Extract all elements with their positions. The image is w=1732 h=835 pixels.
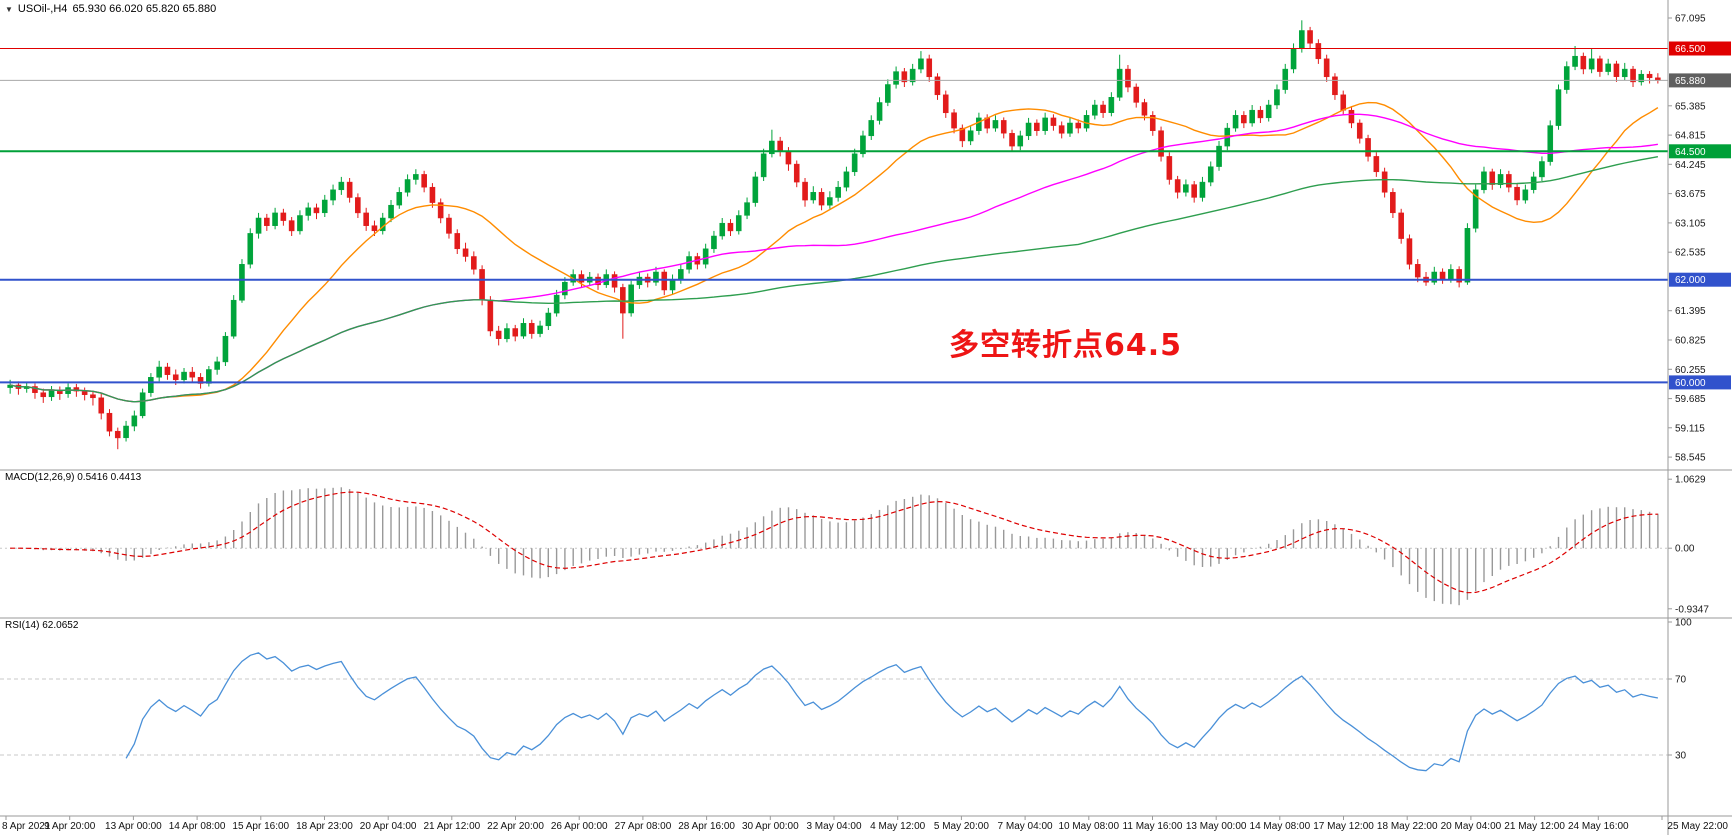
svg-text:11 May 16:00: 11 May 16:00 — [1123, 821, 1183, 832]
svg-text:61.395: 61.395 — [1675, 306, 1706, 317]
svg-text:14 Apr 08:00: 14 Apr 08:00 — [169, 821, 226, 832]
candles-layer — [7, 20, 1661, 450]
svg-text:65.880: 65.880 — [1675, 76, 1706, 87]
svg-text:59.115: 59.115 — [1675, 423, 1705, 434]
svg-text:60.825: 60.825 — [1675, 336, 1706, 347]
price-badge-64.500 — [1669, 144, 1731, 159]
macd-panel[interactable] — [0, 487, 1668, 606]
svg-text:10 May 08:00: 10 May 08:00 — [1058, 821, 1119, 832]
svg-text:64.815: 64.815 — [1675, 131, 1706, 142]
main-price-panel[interactable] — [0, 20, 1668, 450]
chart-ohlc-values: 65.930 66.020 65.820 65.880 — [72, 3, 217, 15]
svg-text:18 May 22:00: 18 May 22:00 — [1377, 821, 1438, 832]
price-axis[interactable]: 67.095 65.385 64.815 64.245 63.675 63.105 62.5… — [1668, 14, 1731, 762]
svg-text:18 Apr 23:00: 18 Apr 23:00 — [296, 821, 353, 832]
svg-text:30: 30 — [1675, 751, 1687, 762]
ma-lines-layer — [9, 101, 1659, 403]
svg-text:60.000: 60.000 — [1675, 378, 1706, 389]
svg-text:63.675: 63.675 — [1675, 189, 1706, 200]
svg-text:100: 100 — [1675, 618, 1692, 629]
price-badge-60.000 — [1669, 375, 1731, 390]
svg-text:62.000: 62.000 — [1675, 275, 1706, 286]
svg-text:1.0629: 1.0629 — [1675, 475, 1706, 486]
chart-header: ▼ USOil-,H4 65.930 66.020 65.820 65.880 — [5, 3, 216, 15]
chart-expand-icon[interactable]: ▼ — [5, 4, 13, 14]
svg-text:25 May 22:00: 25 May 22:00 — [1667, 821, 1728, 832]
level-lines-layer — [0, 48, 1668, 384]
svg-text:15 Apr 16:00: 15 Apr 16:00 — [232, 821, 289, 832]
chart-symbol-label: USOil-,H4 — [17, 3, 68, 15]
svg-text:4 May 12:00: 4 May 12:00 — [870, 821, 925, 832]
svg-text:7 May 04:00: 7 May 04:00 — [998, 821, 1053, 832]
price-badge-62.000 — [1669, 272, 1731, 287]
svg-text:66.500: 66.500 — [1675, 44, 1706, 55]
svg-text:5 May 20:00: 5 May 20:00 — [934, 821, 989, 832]
svg-text:13 Apr 00:00: 13 Apr 00:00 — [105, 821, 162, 832]
svg-text:21 May 12:00: 21 May 12:00 — [1504, 821, 1565, 832]
svg-text:17 May 12:00: 17 May 12:00 — [1313, 821, 1374, 832]
rsi-indicator-label: RSI(14) 62.0652 — [5, 620, 79, 631]
svg-text:26 Apr 00:00: 26 Apr 00:00 — [551, 821, 608, 832]
svg-text:24 May 16:00: 24 May 16:00 — [1568, 821, 1629, 832]
svg-text:0.00: 0.00 — [1675, 544, 1695, 555]
svg-text:60.255: 60.255 — [1675, 365, 1706, 376]
svg-text:20 May 04:00: 20 May 04:00 — [1441, 821, 1502, 832]
svg-text:67.095: 67.095 — [1675, 14, 1706, 25]
svg-text:64.500: 64.500 — [1675, 147, 1706, 158]
svg-text:20 Apr 04:00: 20 Apr 04:00 — [360, 821, 417, 832]
svg-text:63.105: 63.105 — [1675, 218, 1706, 229]
svg-text:22 Apr 20:00: 22 Apr 20:00 — [487, 821, 544, 832]
chart-text-annotation: 多空转折点64.5 — [949, 328, 1183, 363]
rsi-line — [125, 652, 1659, 772]
current-price-badge — [1669, 73, 1731, 88]
svg-text:28 Apr 16:00: 28 Apr 16:00 — [678, 821, 735, 832]
svg-text:30 Apr 00:00: 30 Apr 00:00 — [742, 821, 799, 832]
svg-text:8 Apr 2021: 8 Apr 2021 — [2, 821, 51, 832]
svg-text:58.545: 58.545 — [1675, 453, 1706, 464]
macd-histogram — [17, 487, 1659, 606]
svg-text:13 May 00:00: 13 May 00:00 — [1186, 821, 1247, 832]
svg-text:9 Apr 20:00: 9 Apr 20:00 — [44, 821, 96, 832]
svg-text:27 Apr 08:00: 27 Apr 08:00 — [615, 821, 672, 832]
svg-text:65.385: 65.385 — [1675, 101, 1706, 112]
svg-text:59.685: 59.685 — [1675, 394, 1706, 405]
svg-text:14 May 08:00: 14 May 08:00 — [1250, 821, 1311, 832]
rsi-panel[interactable] — [0, 652, 1668, 772]
ma-fast-line — [9, 101, 1659, 403]
svg-text:3 May 04:00: 3 May 04:00 — [806, 821, 861, 832]
svg-text:70: 70 — [1675, 675, 1687, 686]
macd-indicator-label: MACD(12,26,9) 0.5416 0.4413 — [5, 472, 142, 483]
macd-signal-line — [10, 491, 1658, 594]
svg-text:62.535: 62.535 — [1675, 248, 1706, 259]
svg-text:21 Apr 12:00: 21 Apr 12:00 — [423, 821, 480, 832]
svg-text:64.245: 64.245 — [1675, 160, 1706, 171]
svg-text:-0.9347: -0.9347 — [1675, 604, 1709, 615]
ma-slow-line — [9, 156, 1659, 403]
price-badge-66.500 — [1669, 41, 1731, 56]
